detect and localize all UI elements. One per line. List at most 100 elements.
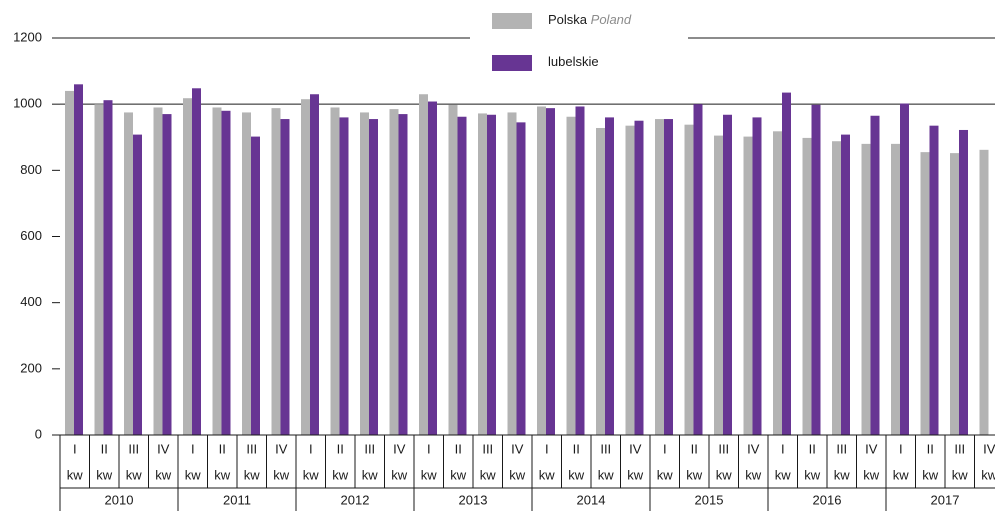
legend-swatch [492,13,532,29]
x-tick-label: I [781,441,785,456]
bar [301,99,310,436]
x-tick-suffix: kw [362,467,379,482]
x-tick-suffix: kw [332,467,349,482]
bar [478,113,487,436]
bar [802,137,812,435]
bar [950,153,959,435]
bar [74,84,83,436]
bar [752,117,762,436]
bar [537,106,546,436]
x-tick-suffix: kw [568,467,585,482]
x-tick-suffix: kw [155,467,172,482]
x-tick-suffix: kw [303,467,320,482]
x-tick-suffix: kw [450,467,467,482]
legend-name: lubelskie [548,54,599,69]
bar [546,108,555,436]
bar [339,117,349,436]
x-tick-label: I [663,441,667,456]
bar [900,103,909,435]
x-tick-suffix: kw [716,467,733,482]
group-label: 2011 [223,492,251,507]
x-tick-suffix: kw [214,467,231,482]
y-tick-label: 600 [20,228,42,243]
bar [153,107,163,435]
bar [743,136,753,436]
x-tick-suffix: kw [509,467,526,482]
x-tick-suffix: kw [126,467,143,482]
x-tick-suffix: kw [67,467,84,482]
bar [162,114,172,435]
x-tick-label: IV [865,441,878,456]
x-tick-suffix: kw [657,467,674,482]
bar [841,134,850,435]
bar [920,152,930,435]
x-tick-suffix: kw [893,467,910,482]
x-tick-suffix: kw [391,467,408,482]
bar [212,107,222,435]
bar [330,107,340,435]
x-tick-label: II [809,441,816,456]
x-tick-suffix: kw [273,467,290,482]
x-tick-label: II [573,441,580,456]
y-tick-label: 1200 [13,29,42,44]
y-tick-label: 400 [20,294,42,309]
x-tick-suffix: kw [686,467,703,482]
bar [251,136,260,436]
x-tick-suffix: kw [185,467,202,482]
bar [398,114,408,435]
bar [103,100,113,436]
group-label: 2015 [695,492,724,507]
bar [634,120,644,435]
x-tick-label: I [899,441,903,456]
x-tick-label: I [545,441,549,456]
x-tick-suffix: kw [627,467,644,482]
x-tick-label: I [191,441,195,456]
bar [507,112,517,435]
x-tick-suffix: kw [922,467,939,482]
bar [487,114,496,436]
bar [124,112,133,435]
x-tick-suffix: kw [480,467,497,482]
bar [457,116,467,435]
bar [684,124,694,435]
bar [389,109,399,436]
bar [693,104,703,436]
bar [861,143,871,435]
x-tick-label: II [691,441,698,456]
legend-name: Polska [548,12,588,27]
group-label: 2017 [931,492,960,507]
x-tick-label: II [337,441,344,456]
group-label: 2012 [341,492,370,507]
x-tick-label: III [128,441,139,456]
bar [221,110,231,436]
legend-label: Polska Poland [548,12,632,27]
x-tick-suffix: kw [421,467,438,482]
x-tick-suffix: kw [775,467,792,482]
bar [655,119,664,435]
x-tick-suffix: kw [834,467,851,482]
bar [369,119,378,435]
x-tick-label: III [364,441,375,456]
x-tick-label: IV [393,441,406,456]
x-tick-suffix: kw [863,467,880,482]
x-tick-label: I [427,441,431,456]
bar [929,125,939,435]
x-tick-suffix: kw [96,467,113,482]
x-tick-label: IV [275,441,288,456]
bar [870,115,880,435]
bar [979,149,989,436]
bar [516,122,526,436]
group-label: 2014 [577,492,606,507]
legend-name-en: Poland [591,12,632,27]
bar [271,108,281,436]
x-tick-label: II [101,441,108,456]
x-tick-suffix: kw [804,467,821,482]
bar [811,104,821,435]
bar [448,104,458,435]
x-tick-label: III [954,441,965,456]
bar [575,106,585,436]
x-tick-suffix: kw [539,467,556,482]
x-tick-label: IV [511,441,524,456]
x-tick-suffix: kw [244,467,261,482]
group-label: 2013 [459,492,488,507]
